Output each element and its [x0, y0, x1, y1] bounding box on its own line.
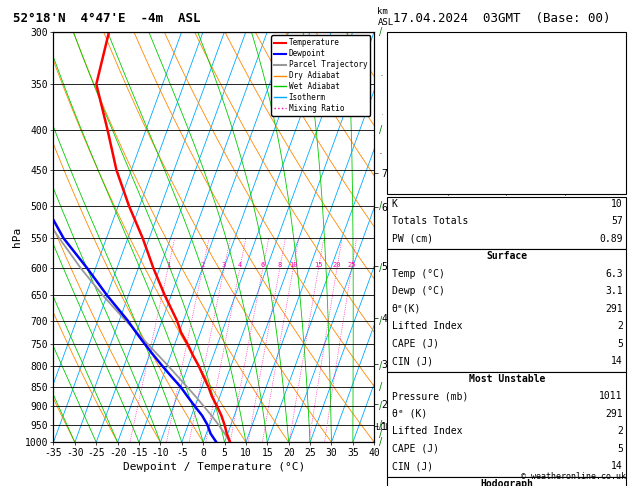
Text: PW (cm): PW (cm)	[392, 234, 433, 243]
Text: kt: kt	[396, 43, 406, 52]
Text: km
ASL: km ASL	[377, 7, 394, 27]
Text: 14: 14	[611, 461, 623, 471]
Text: Temp (°C): Temp (°C)	[392, 269, 445, 278]
Text: 4: 4	[238, 262, 242, 268]
Text: /: /	[379, 125, 382, 135]
Y-axis label: hPa: hPa	[11, 227, 21, 247]
Text: 3: 3	[222, 262, 226, 268]
Text: /: /	[379, 429, 382, 439]
Text: /: /	[379, 315, 382, 326]
Text: Lifted Index: Lifted Index	[392, 321, 462, 331]
Text: 291: 291	[605, 409, 623, 418]
Text: /: /	[379, 382, 382, 392]
Text: CIN (J): CIN (J)	[392, 356, 433, 366]
Text: 14: 14	[611, 356, 623, 366]
Text: /: /	[379, 361, 382, 371]
Text: Dewp (°C): Dewp (°C)	[392, 286, 445, 296]
Text: 57: 57	[611, 216, 623, 226]
Text: θᵉ(K): θᵉ(K)	[392, 304, 421, 313]
Text: 5: 5	[617, 444, 623, 453]
Text: 3.1: 3.1	[605, 286, 623, 296]
Text: 1: 1	[166, 262, 170, 268]
Text: /: /	[379, 201, 382, 211]
Text: © weatheronline.co.uk: © weatheronline.co.uk	[521, 472, 626, 481]
Text: 291: 291	[605, 304, 623, 313]
Text: 2: 2	[617, 321, 623, 331]
Text: Hodograph: Hodograph	[481, 479, 534, 486]
Text: 17.04.2024  03GMT  (Base: 00): 17.04.2024 03GMT (Base: 00)	[393, 12, 611, 25]
Text: 6: 6	[261, 262, 265, 268]
Text: 6.3: 6.3	[605, 269, 623, 278]
Text: /: /	[379, 401, 382, 411]
Text: 8: 8	[278, 262, 282, 268]
Text: /: /	[379, 420, 382, 430]
Legend: Temperature, Dewpoint, Parcel Trajectory, Dry Adiabat, Wet Adiabat, Isotherm, Mi: Temperature, Dewpoint, Parcel Trajectory…	[271, 35, 370, 116]
Text: K: K	[392, 199, 398, 208]
Text: LCL: LCL	[375, 423, 390, 432]
Text: 15: 15	[314, 262, 323, 268]
Text: Lifted Index: Lifted Index	[392, 426, 462, 436]
Text: /: /	[379, 263, 382, 273]
Text: 52°18'N  4°47'E  -4m  ASL: 52°18'N 4°47'E -4m ASL	[13, 12, 200, 25]
Text: Most Unstable: Most Unstable	[469, 374, 545, 383]
Text: /: /	[379, 27, 382, 36]
Text: 1011: 1011	[599, 391, 623, 401]
Text: CAPE (J): CAPE (J)	[392, 339, 439, 348]
Text: 2: 2	[201, 262, 205, 268]
X-axis label: Dewpoint / Temperature (°C): Dewpoint / Temperature (°C)	[123, 462, 305, 472]
Text: Surface: Surface	[487, 251, 528, 261]
Text: 10: 10	[289, 262, 298, 268]
Text: Pressure (mb): Pressure (mb)	[392, 391, 468, 401]
Text: 25: 25	[347, 262, 356, 268]
Text: 20: 20	[333, 262, 342, 268]
Text: 10: 10	[611, 199, 623, 208]
Text: CAPE (J): CAPE (J)	[392, 444, 439, 453]
Text: 0.89: 0.89	[599, 234, 623, 243]
Text: 2: 2	[617, 426, 623, 436]
Text: CIN (J): CIN (J)	[392, 461, 433, 471]
Text: 5: 5	[617, 339, 623, 348]
Text: θᵉ (K): θᵉ (K)	[392, 409, 427, 418]
Text: Totals Totals: Totals Totals	[392, 216, 468, 226]
Text: /: /	[379, 437, 382, 447]
